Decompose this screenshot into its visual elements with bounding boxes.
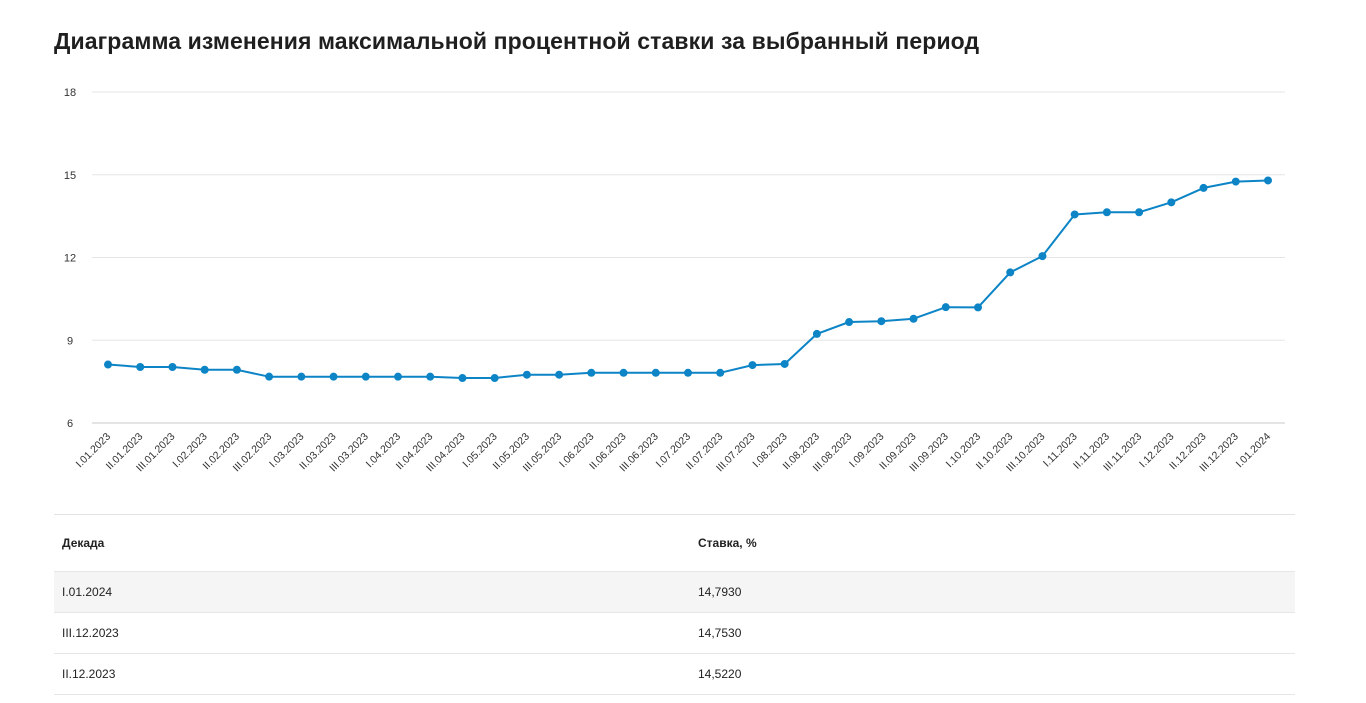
rate-series-line [107,179,1269,379]
data-point[interactable] [1264,176,1272,185]
y-tick-label: 12 [64,253,76,265]
y-tick-label: 18 [64,87,76,99]
series-line [107,179,1269,379]
data-point[interactable] [619,368,628,377]
rate-table: Декада Ставка, % I.01.2024 14,7930 III.1… [54,514,1295,695]
data-point[interactable] [1135,208,1144,217]
chart-gridlines [92,91,1285,424]
table-row: III.12.2023 14,7530 [54,613,1295,654]
y-tick-label: 15 [64,170,76,182]
data-point[interactable] [780,359,789,368]
data-point[interactable] [1199,183,1208,192]
x-tick-label: I.01.2024 [1234,431,1274,471]
series-points [104,176,1272,383]
y-axis-ticks: 6 9 12 15 18 [64,87,76,430]
data-point[interactable] [297,372,306,381]
data-point[interactable] [522,370,531,379]
data-point[interactable] [909,314,918,323]
decade-cell: I.01.2024 [62,585,113,599]
data-point[interactable] [265,372,274,381]
data-point[interactable] [716,368,725,377]
page-title: Диаграмма изменения максимальной процент… [54,28,980,54]
data-point[interactable] [812,329,821,338]
column-header-decade: Декада [62,536,105,550]
rate-cell: 14,7530 [698,626,742,640]
data-point[interactable] [651,368,660,377]
data-point[interactable] [426,372,435,381]
data-point[interactable] [941,303,950,312]
data-point[interactable] [1038,252,1047,261]
data-point[interactable] [136,363,145,372]
data-point[interactable] [329,372,338,381]
data-point[interactable] [684,368,692,377]
y-tick-label: 6 [67,418,73,430]
rate-cell: 14,7930 [698,585,742,599]
table-header-row: Декада Ставка, % [54,515,1295,572]
data-point[interactable] [200,365,209,374]
data-point[interactable] [168,363,177,372]
data-point[interactable] [1102,208,1111,217]
rate-cell: 14,5220 [698,667,742,681]
data-point[interactable] [394,372,402,381]
data-point[interactable] [587,368,596,377]
decade-cell: III.12.2023 [62,626,119,640]
data-point[interactable] [1070,210,1079,219]
data-point[interactable] [845,318,854,327]
rate-line-chart: 6 9 12 15 18 I.01.2023II.01.2023III.01.2023I… [64,87,1285,475]
data-point[interactable] [1231,177,1240,186]
x-axis-ticks: I.01.2023II.01.2023III.01.2023I.02.2023I… [74,431,1274,475]
data-point[interactable] [458,374,467,383]
table-row: II.12.2023 14,5220 [54,654,1295,695]
column-header-rate: Ставка, % [698,536,757,550]
table-row: I.01.2024 14,7930 [54,572,1295,613]
data-point[interactable] [361,372,370,381]
data-point[interactable] [490,374,499,383]
data-point[interactable] [104,360,112,369]
data-point[interactable] [877,317,886,326]
data-point[interactable] [974,303,982,312]
data-point[interactable] [1006,268,1015,277]
data-point[interactable] [232,365,241,374]
data-point[interactable] [555,370,564,379]
data-point[interactable] [1167,198,1176,207]
decade-cell: II.12.2023 [62,667,116,681]
data-point[interactable] [748,361,757,370]
y-tick-label: 9 [67,335,73,347]
